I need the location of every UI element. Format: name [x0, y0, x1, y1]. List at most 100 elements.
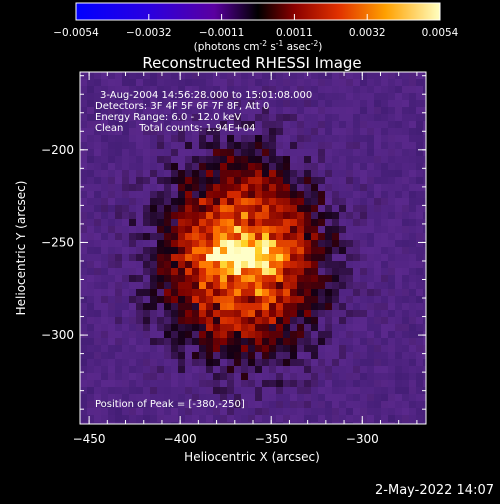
heatmap-cell	[234, 79, 242, 87]
heatmap-cell	[402, 100, 410, 108]
colorbar-tick-label: 0.0032	[349, 27, 386, 39]
heatmap-cell	[143, 247, 151, 255]
heatmap-cell	[255, 401, 263, 409]
heatmap-cell	[171, 240, 179, 248]
heatmap-cell	[360, 331, 368, 339]
heatmap-cell	[185, 282, 193, 290]
heatmap-cell	[108, 121, 116, 129]
heatmap-cell	[416, 317, 424, 325]
heatmap-cell	[304, 212, 312, 220]
heatmap-cell	[269, 121, 277, 129]
heatmap-cell	[269, 93, 277, 101]
heatmap-cell	[395, 170, 403, 178]
heatmap-cell	[192, 72, 200, 80]
heatmap-cell	[423, 205, 426, 213]
heatmap-cell	[129, 128, 137, 136]
heatmap-cell	[206, 128, 214, 136]
heatmap-cell	[94, 149, 102, 157]
heatmap-cell	[276, 191, 284, 199]
heatmap-cell	[423, 317, 426, 325]
heatmap-cell	[199, 366, 207, 374]
heatmap-cell	[234, 156, 242, 164]
heatmap-cell	[409, 317, 417, 325]
heatmap-cell	[80, 114, 88, 122]
heatmap-cell	[115, 331, 123, 339]
heatmap-cell	[94, 107, 102, 115]
heatmap-cell	[423, 268, 426, 276]
heatmap-cell	[311, 352, 319, 360]
heatmap-cell	[80, 233, 88, 241]
heatmap-cell	[150, 142, 158, 150]
heatmap-cell	[360, 408, 368, 416]
heatmap-cell	[220, 107, 228, 115]
heatmap-cell	[178, 289, 186, 297]
heatmap-cell	[213, 394, 221, 402]
heatmap-cell	[199, 240, 207, 248]
heatmap-cell	[388, 93, 396, 101]
heatmap-cell	[136, 345, 144, 353]
heatmap-cell	[101, 373, 109, 381]
heatmap-cell	[206, 247, 214, 255]
heatmap-cell	[192, 93, 200, 101]
heatmap-cell	[206, 331, 214, 339]
heatmap-cell	[339, 93, 347, 101]
heatmap-cell	[227, 366, 235, 374]
heatmap-cell	[241, 128, 249, 136]
heatmap-cell	[325, 128, 333, 136]
heatmap-cell	[164, 289, 172, 297]
heatmap-cell	[311, 79, 319, 87]
heatmap-cell	[283, 352, 291, 360]
heatmap-cell	[220, 219, 228, 227]
heatmap-cell	[423, 303, 426, 311]
heatmap-cell	[178, 240, 186, 248]
heatmap-cell	[248, 156, 256, 164]
heatmap-cell	[276, 401, 284, 409]
heatmap-cell	[353, 345, 361, 353]
heatmap-cell	[276, 345, 284, 353]
heatmap-cell	[129, 359, 137, 367]
heatmap-cell	[206, 121, 214, 129]
heatmap-cell	[367, 310, 375, 318]
heatmap-cell	[409, 219, 417, 227]
heatmap-cell	[332, 142, 340, 150]
heatmap-cell	[80, 170, 88, 178]
heatmap-cell	[388, 415, 396, 423]
heatmap-cell	[283, 310, 291, 318]
x-tick-label: −450	[73, 432, 106, 446]
heatmap-cell	[199, 142, 207, 150]
heatmap-cell	[150, 401, 158, 409]
heatmap-cell	[290, 289, 298, 297]
heatmap-cell	[255, 86, 263, 94]
heatmap-cell	[255, 142, 263, 150]
heatmap-cell	[220, 163, 228, 171]
heatmap-cell	[346, 79, 354, 87]
heatmap-cell	[227, 324, 235, 332]
heatmap-cell	[304, 114, 312, 122]
heatmap-cell	[339, 184, 347, 192]
heatmap-cell	[346, 296, 354, 304]
heatmap-cell	[269, 415, 277, 423]
heatmap-cell	[192, 401, 200, 409]
heatmap-cell	[318, 191, 326, 199]
heatmap-cell	[136, 366, 144, 374]
heatmap-cell	[276, 163, 284, 171]
heatmap-cell	[171, 121, 179, 129]
heatmap-cell	[395, 107, 403, 115]
heatmap-cell	[213, 303, 221, 311]
heatmap-cell	[171, 219, 179, 227]
heatmap-cell	[185, 198, 193, 206]
heatmap-cell	[80, 226, 88, 234]
heatmap-cell	[129, 331, 137, 339]
heatmap-cell	[283, 128, 291, 136]
heatmap-cell	[220, 128, 228, 136]
heatmap-cell	[227, 289, 235, 297]
heatmap-cell	[388, 366, 396, 374]
heatmap-cell	[402, 170, 410, 178]
heatmap-cell	[346, 121, 354, 129]
heatmap-cell	[290, 352, 298, 360]
heatmap-cell	[171, 205, 179, 213]
heatmap-cell	[122, 324, 130, 332]
heatmap-cell	[164, 100, 172, 108]
heatmap-cell	[164, 394, 172, 402]
heatmap-cell	[402, 261, 410, 269]
